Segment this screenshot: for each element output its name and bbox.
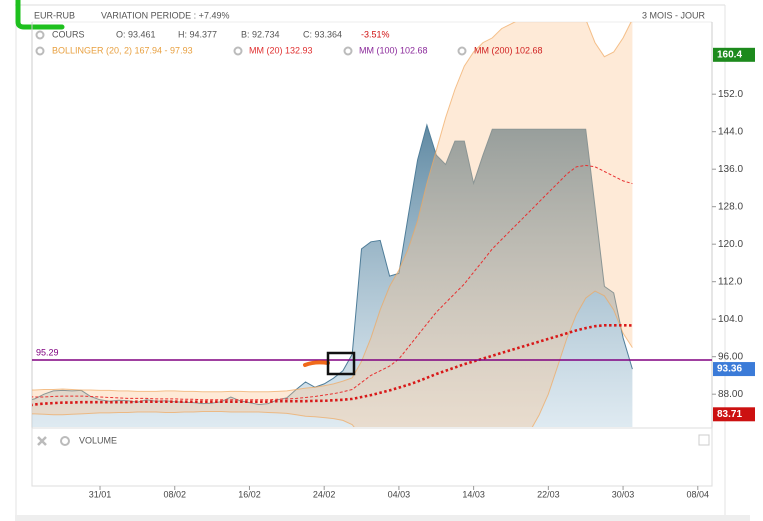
- checkbox[interactable]: [698, 434, 710, 446]
- volume-label: VOLUME: [79, 435, 117, 445]
- gear-icon[interactable]: [457, 46, 467, 56]
- legend-entry: COURS: [52, 29, 85, 39]
- ma-line: [32, 164, 633, 401]
- instrument: EUR-RUB: [34, 10, 75, 20]
- y-tick-label: 144.0: [718, 126, 743, 137]
- period: 3 MOIS - JOUR: [642, 10, 706, 20]
- close-icon[interactable]: [37, 436, 47, 446]
- annotation-box[interactable]: [326, 351, 356, 376]
- x-tick-label: 30/03: [612, 489, 635, 499]
- band-upper: [32, 22, 632, 393]
- y-tick-label: 136.0: [718, 164, 743, 175]
- x-tick-label: 31/01: [89, 489, 112, 499]
- legend: COURS O: 93.461 H: 94.377 B: 92.734 C: 93.36…: [35, 29, 543, 56]
- quote-value: O: 93.461: [116, 29, 156, 39]
- price-badge-label: 83.71: [717, 409, 742, 420]
- y-tick-label: 152.0: [718, 89, 743, 100]
- band-lower: [32, 290, 633, 427]
- y-tick-label: 104.0: [718, 314, 743, 325]
- quote-value: H: 94.377: [178, 29, 217, 39]
- x-tick-label: 08/04: [687, 489, 710, 499]
- gear-icon[interactable]: [233, 46, 243, 56]
- x-tick-label: 22/03: [537, 489, 560, 499]
- x-tick-label: 14/03: [462, 489, 485, 499]
- x-tick-label: 08/02: [163, 489, 186, 499]
- price-badge: [713, 47, 755, 62]
- y-tick-label: 112.0: [718, 276, 743, 287]
- variation: VARIATION PERIODE : +7.49%: [101, 10, 229, 20]
- band-fill: [32, 22, 633, 427]
- quote-value: -3.51%: [361, 29, 390, 39]
- gear-icon[interactable]: [343, 46, 353, 56]
- gear-icon[interactable]: [60, 436, 70, 446]
- y-tick-label: 88.00: [718, 389, 743, 400]
- x-tick-label: 16/02: [238, 489, 261, 499]
- price-badge: [713, 362, 755, 377]
- legend-entry: MM (200) 102.68: [474, 45, 543, 55]
- annotations: 95.29: [36, 347, 59, 357]
- ma-line: [32, 324, 633, 407]
- legend-entry: MM (100) 102.68: [359, 45, 428, 55]
- x-tick-label: 04/03: [388, 489, 411, 499]
- gear-icon[interactable]: [35, 30, 45, 40]
- scrollbar: [15, 515, 750, 521]
- reference-label: 95.29: [36, 347, 59, 357]
- price-area: [32, 125, 633, 427]
- y-tick-label: 96.00: [718, 351, 743, 362]
- legend-entry: MM (20) 132.93: [249, 45, 313, 55]
- annotation-handle[interactable]: [303, 360, 330, 367]
- quote-value: C: 93.364: [303, 29, 342, 39]
- volume-panel: [31, 427, 713, 487]
- highlight-mark: [15, 0, 65, 30]
- price-badge-label: 160.4: [717, 49, 742, 60]
- price-badge-label: 93.36: [717, 364, 742, 375]
- legend-entry: BOLLINGER (20, 2) 167.94 - 97.93: [52, 45, 193, 55]
- gear-icon[interactable]: [35, 46, 45, 56]
- quote-value: B: 92.734: [241, 29, 280, 39]
- plot-area: [32, 22, 712, 427]
- y-tick-label: 128.0: [718, 201, 743, 212]
- price-line: [32, 123, 633, 406]
- price-badge: [713, 407, 755, 422]
- y-tick-label: 120.0: [718, 239, 743, 250]
- x-tick-label: 24/02: [313, 489, 336, 499]
